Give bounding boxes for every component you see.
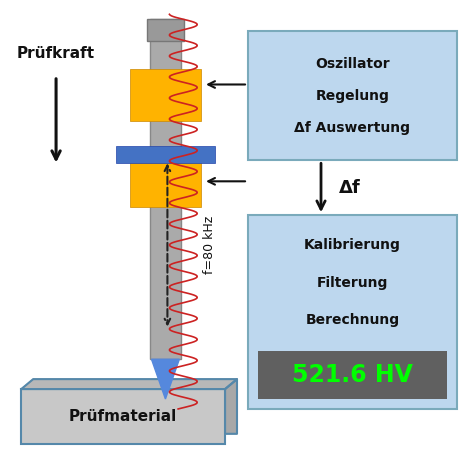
Bar [258, 351, 447, 399]
Text: Berechnung: Berechnung [305, 313, 400, 327]
Bar [129, 69, 201, 120]
Text: Δf: Δf [339, 179, 361, 197]
Bar [21, 389, 225, 444]
Text: Δf Auswertung: Δf Auswertung [294, 121, 410, 135]
Text: f=80 kHz: f=80 kHz [203, 216, 216, 274]
Bar [149, 19, 182, 359]
Bar [248, 31, 457, 161]
Polygon shape [225, 379, 237, 434]
Text: Prüfkraft: Prüfkraft [16, 46, 94, 61]
Bar [129, 156, 201, 207]
Bar [248, 215, 457, 409]
Text: Oszillator: Oszillator [315, 57, 390, 71]
Polygon shape [152, 359, 179, 399]
Text: Prüfmaterial: Prüfmaterial [69, 409, 177, 424]
Text: 521.6 HV: 521.6 HV [292, 363, 413, 387]
Text: Regelung: Regelung [315, 89, 389, 103]
Text: Kalibrierung: Kalibrierung [304, 238, 401, 252]
Bar [116, 146, 215, 163]
Text: Filterung: Filterung [317, 276, 388, 290]
Bar [146, 19, 184, 41]
Polygon shape [21, 379, 237, 389]
